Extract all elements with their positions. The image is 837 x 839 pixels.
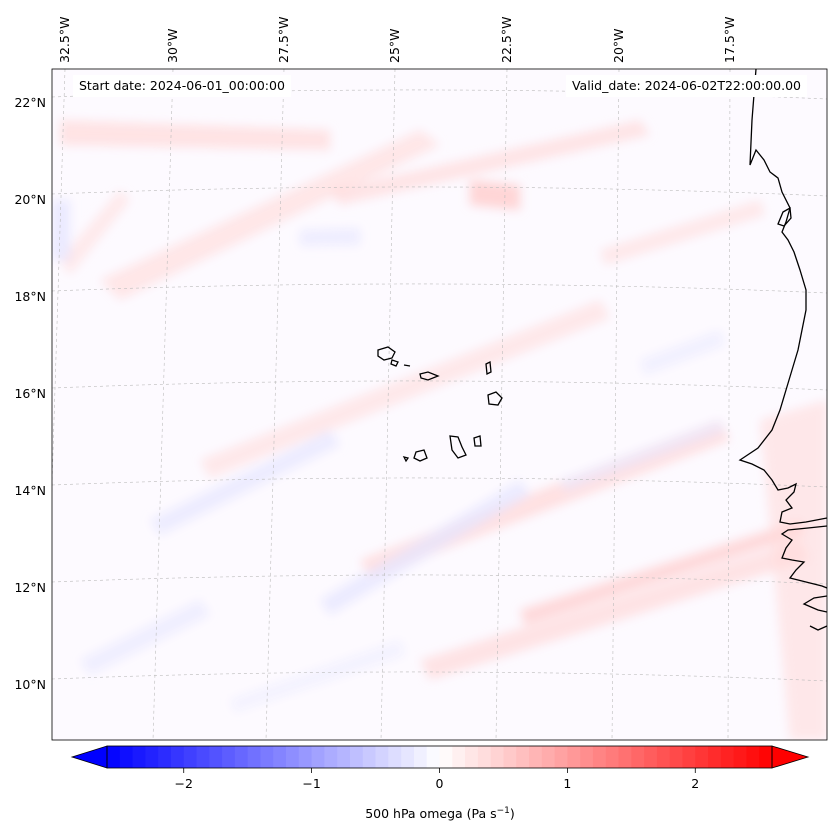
colorbar-tick-label: 1 xyxy=(563,776,571,791)
colorbar-segment xyxy=(247,746,261,768)
colorbar-segment xyxy=(529,746,543,768)
colorbar-segment xyxy=(759,746,773,768)
colorbar-label-close: ) xyxy=(509,806,515,822)
omega-field xyxy=(52,69,827,740)
colorbar-segment xyxy=(490,746,504,768)
colorbar-segment xyxy=(644,746,658,768)
colorbar-segment xyxy=(656,746,671,768)
colorbar-segment xyxy=(388,746,402,768)
colorbar-segment xyxy=(375,746,389,768)
lat-label: 20°N xyxy=(14,192,46,207)
lon-label: 17.5°W xyxy=(722,17,737,63)
colorbar-segment xyxy=(439,746,453,768)
colorbar-segment xyxy=(349,746,364,768)
longitude-labels: 32.5°W 30°W 27.5°W 25°W 22.5°W 20°W 17.5°W xyxy=(57,17,737,63)
lon-label: 25°W xyxy=(387,28,402,63)
lat-label: 22°N xyxy=(14,95,46,110)
colorbar-label-text: 500 hPa omega (Pa s xyxy=(365,806,497,822)
colorbar-segment xyxy=(618,746,632,768)
colorbar-segment xyxy=(477,746,492,768)
colorbar-segments xyxy=(107,746,773,768)
colorbar-segment xyxy=(260,746,274,768)
colorbar-segment xyxy=(234,746,249,768)
map-panel xyxy=(51,68,828,741)
colorbar-segment xyxy=(132,746,146,768)
colorbar-segment xyxy=(413,746,428,768)
colorbar-segment xyxy=(107,746,121,768)
colorbar-segment xyxy=(426,746,440,768)
colorbar-segment xyxy=(567,746,581,768)
colorbar-segment xyxy=(362,746,377,768)
colorbar-segment xyxy=(324,746,338,768)
colorbar-segment xyxy=(196,746,210,768)
colorbar-segment xyxy=(119,746,134,768)
colorbar-min-extend xyxy=(70,745,108,769)
valid-date-label: Valid_date: 2024-06-02T22:00:00.00 xyxy=(565,75,807,97)
colorbar-segment xyxy=(746,746,760,768)
colorbar-segment xyxy=(733,746,747,768)
colorbar-segment xyxy=(465,746,479,768)
colorbar-segment xyxy=(541,746,556,768)
colorbar-segment xyxy=(592,746,607,768)
lon-label: 30°W xyxy=(165,28,180,63)
colorbar-segment xyxy=(695,746,709,768)
colorbar-segment xyxy=(708,746,722,768)
colorbar-segment xyxy=(580,746,594,768)
coastline xyxy=(377,69,827,631)
lat-label: 12°N xyxy=(14,580,46,595)
colorbar-segment xyxy=(516,746,530,768)
lon-label: 22.5°W xyxy=(499,17,514,63)
colorbar-ticks: −2 −1 0 1 2 xyxy=(175,768,699,791)
lat-label: 14°N xyxy=(14,483,46,498)
colorbar-segment xyxy=(337,746,351,768)
colorbar-label-exponent: −1 xyxy=(496,806,510,816)
colorbar-segment xyxy=(209,746,223,768)
colorbar-segment xyxy=(720,746,735,768)
colorbar-segment xyxy=(401,746,415,768)
colorbar-segment xyxy=(503,746,517,768)
latitude-labels: 22°N 20°N 18°N 16°N 14°N 12°N 10°N xyxy=(14,95,46,692)
colorbar-segment xyxy=(311,746,325,768)
colorbar-segment xyxy=(183,746,198,768)
colorbar-segment xyxy=(452,746,466,768)
colorbar-tick-label: −1 xyxy=(302,776,320,791)
colorbar-segment xyxy=(298,746,313,768)
start-date-label: Start date: 2024-06-01_00:00:00 xyxy=(73,75,291,97)
lat-label: 10°N xyxy=(14,677,46,692)
lon-label: 32.5°W xyxy=(57,17,72,63)
colorbar-segment xyxy=(682,746,696,768)
colorbar-label: 500 hPa omega (Pa s−1) xyxy=(0,806,837,821)
colorbar-tick-label: 2 xyxy=(691,776,699,791)
colorbar-segment xyxy=(631,746,645,768)
lon-label: 20°W xyxy=(611,28,626,63)
colorbar-max-extend xyxy=(771,745,810,769)
lat-label: 18°N xyxy=(14,289,46,304)
colorbar-tick-label: 0 xyxy=(436,776,444,791)
lat-label: 16°N xyxy=(14,386,46,401)
colorbar-segment xyxy=(554,746,568,768)
colorbar-segment xyxy=(158,746,172,768)
colorbar-segment xyxy=(669,746,683,768)
colorbar-segment xyxy=(273,746,287,768)
colorbar-segment xyxy=(145,746,159,768)
colorbar-segment xyxy=(286,746,300,768)
colorbar-segment xyxy=(222,746,236,768)
lon-label: 27.5°W xyxy=(276,17,291,63)
colorbar-tick-label: −2 xyxy=(175,776,193,791)
colorbar-segment xyxy=(605,746,620,768)
colorbar-segment xyxy=(170,746,185,768)
colorbar: −2 −1 0 1 2 xyxy=(70,745,810,791)
